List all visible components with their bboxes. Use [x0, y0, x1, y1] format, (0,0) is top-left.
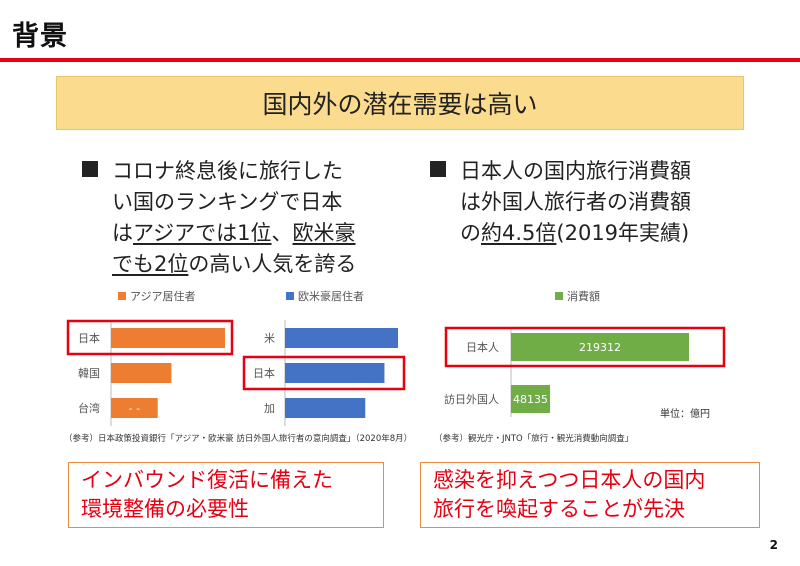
legend-swatch — [286, 292, 294, 300]
unit-note: 単位：億円 — [660, 407, 710, 420]
bar — [511, 385, 551, 413]
source-note-left: （参考）日本政策投資銀行「アジア・欧米豪 訪日外国人旅行者の意向調査」（2020… — [64, 434, 413, 444]
highlight-box — [242, 355, 406, 391]
bullet-right: 日本人の国内旅行消費額 は外国人旅行者の消費額 の約4.5倍(2019年実績) — [430, 156, 691, 249]
bar — [285, 398, 366, 418]
bullet-right-line3: の約4.5倍(2019年実績) — [430, 218, 691, 249]
callout-right: 感染を抑えつつ日本人の国内 旅行を喚起することが先決 — [420, 462, 760, 528]
bullet-left-line3: はアジアでは1位、欧米豪 — [82, 218, 356, 249]
bullet-left: コロナ終息後に旅行した い国のランキングで日本 はアジアでは1位、欧米豪 でも2… — [82, 156, 356, 280]
callout-right-line2: 旅行を喚起することが先決 — [433, 497, 685, 521]
bar — [111, 363, 172, 383]
bullet-left-asia-rank: アジアでは1位 — [133, 221, 272, 245]
data-label: 48135 — [513, 393, 548, 406]
bullet-left-line2: い国のランキングで日本 — [112, 190, 343, 214]
title-divider — [0, 58, 800, 62]
callout-left-line1: インバウンド復活に備えた — [81, 468, 333, 492]
category-label: 加 — [264, 402, 275, 415]
highlight-box — [66, 319, 234, 356]
bar — [111, 398, 158, 418]
bullet-right-line3-plain-a: の — [460, 221, 481, 245]
bullet-left-comma: 、 — [271, 221, 293, 245]
category-label: 韓国 — [78, 367, 100, 380]
legend-label: 欧米豪居住者 — [298, 289, 364, 303]
source-note-right: （参考）観光庁・JNTO「旅行・観光消費動向調査」 — [434, 434, 634, 444]
legend-swatch — [118, 292, 126, 300]
callout-right-line1: 感染を抑えつつ日本人の国内 — [433, 468, 706, 492]
bullet-left-west-rank: でも2位 — [112, 252, 189, 276]
legend-swatch — [555, 292, 563, 300]
highlight-box — [444, 326, 726, 368]
bullet-right-line1: 日本人の国内旅行消費額 — [460, 159, 691, 183]
category-label: 日本 — [78, 331, 100, 345]
bullet-left-line4-plain: の高い人気を誇る — [188, 252, 357, 276]
category-label: 台湾 — [78, 401, 100, 415]
bullet-right-line3-plain-b: (2019年実績) — [556, 221, 690, 245]
bullet-left-line4: でも2位の高い人気を誇る — [82, 249, 356, 280]
bullet-right-line2: は外国人旅行者の消費額 — [460, 190, 691, 214]
data-label: 219312 — [579, 341, 621, 354]
headline-banner: 国内外の潜在需要は高い — [56, 76, 744, 130]
category-label: 日本人 — [466, 340, 499, 354]
bullet-left-line1: コロナ終息後に旅行した — [112, 159, 343, 183]
headline-text: 国内外の潜在需要は高い — [262, 90, 538, 119]
category-label: 訪日外国人 — [444, 392, 499, 406]
callout-left-line2: 環境整備の必要性 — [81, 497, 249, 521]
bullet-left-west: 欧米豪 — [292, 221, 356, 245]
bullet-left-line3-plain: は — [112, 221, 133, 245]
bar — [285, 328, 398, 348]
category-label: 日本 — [253, 366, 275, 380]
legend-label: 消費額 — [567, 289, 600, 303]
bullet-square-icon — [82, 161, 98, 177]
bar — [111, 328, 225, 348]
category-label: 米 — [264, 332, 275, 345]
bullet-right-multiplier: 約4.5倍 — [481, 221, 557, 245]
bar — [285, 363, 385, 383]
slide-title: 背景 — [12, 21, 68, 52]
callout-left: インバウンド復活に備えた 環境整備の必要性 — [68, 462, 384, 528]
page-number: 2 — [769, 538, 778, 552]
legend-label: アジア居住者 — [130, 289, 196, 303]
bar — [511, 333, 689, 361]
data-label: - - — [129, 402, 140, 415]
bullet-square-icon — [430, 161, 446, 177]
